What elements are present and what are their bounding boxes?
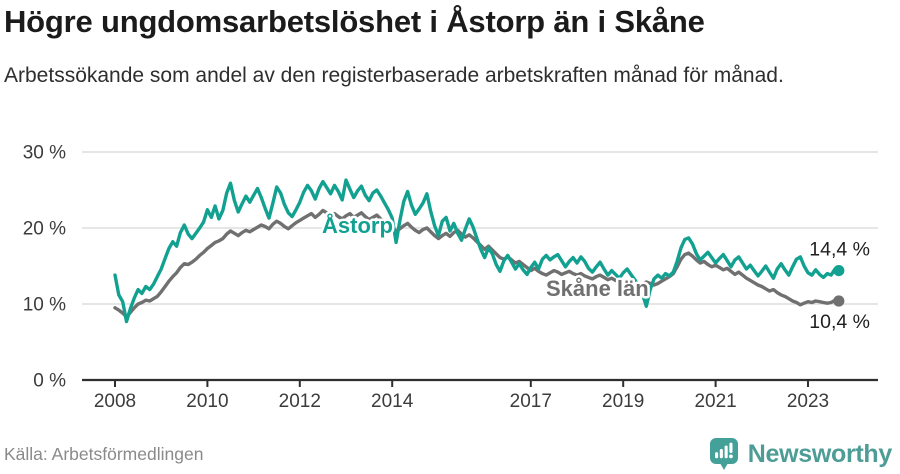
newsworthy-bars-icon (709, 438, 738, 470)
source-note: Källa: Arbetsförmedlingen (4, 444, 204, 464)
series-line-astorp (113, 178, 841, 324)
x-tick-label: 2019 (602, 391, 644, 412)
x-tick-label: 2017 (510, 391, 552, 412)
line-chart: 30 % 20 % 10 % 0 % 2008 2010 2012 2014 2017 2019 2… (0, 138, 900, 430)
x-tick-label: 2023 (787, 391, 829, 412)
y-tick-label: 20 % (23, 219, 66, 240)
series-end-dot (833, 265, 845, 277)
x-tick-label: 2014 (371, 391, 414, 412)
series-label-skane: Skåne län (546, 276, 649, 301)
end-value-label: 10,4 % (809, 311, 870, 333)
x-tick-label: 2010 (186, 391, 228, 412)
unemployment-line-chart-svg: 30 % 20 % 10 % 0 % 2008 2010 2012 2014 2017 2019 2… (23, 143, 878, 412)
x-tick-label: 2021 (694, 391, 736, 412)
x-tick-label: 2008 (94, 391, 136, 412)
newsworthy-logo: Newsworthy (709, 437, 892, 471)
newsworthy-wordmark: Newsworthy (747, 439, 893, 468)
chart-subtitle: Arbetssökande som andel av den registerb… (4, 64, 784, 87)
y-tick-label: 30 % (23, 143, 66, 164)
series-label-astorp: Åstorp (322, 212, 393, 238)
y-tick-label: 0 % (33, 371, 66, 392)
series-end-dot (833, 295, 845, 307)
end-value-label: 14,4 % (809, 239, 870, 261)
chart-title: Högre ungdomsarbetslöshet i Åstorp än i … (4, 4, 705, 39)
x-tick-label: 2012 (279, 391, 321, 412)
y-tick-label: 10 % (23, 295, 66, 316)
